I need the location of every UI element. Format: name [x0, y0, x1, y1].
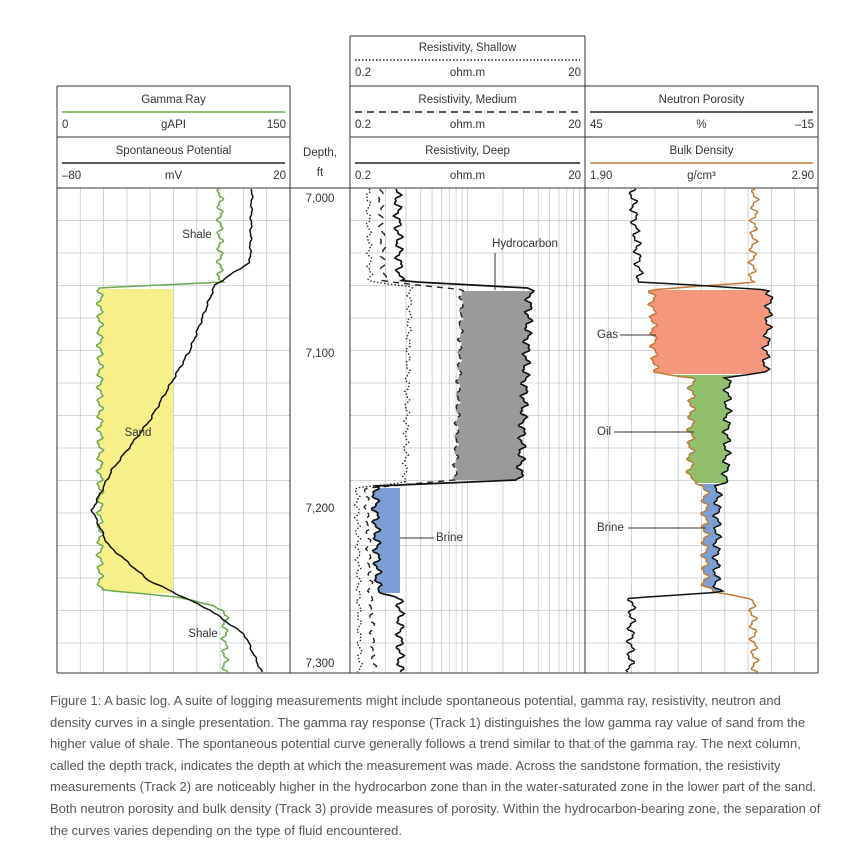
- brine-fill: [371, 488, 400, 593]
- caption: Figure 1: A basic log. A suite of loggin…: [50, 693, 821, 838]
- scale-max: 20: [273, 170, 286, 182]
- scale-min: 0.2: [355, 170, 371, 182]
- scale-min: 0.2: [355, 67, 371, 79]
- annotation: Brine: [597, 522, 624, 534]
- depth-label: 7,300: [306, 658, 335, 670]
- annotation: Sand: [125, 427, 152, 439]
- curve-unit: gAPI: [161, 119, 186, 131]
- scale-max: –15: [795, 119, 814, 131]
- scale-max: 20: [568, 67, 581, 79]
- scale-min: 0: [62, 119, 68, 131]
- scale-min: 45: [590, 119, 603, 131]
- oil-fill: [670, 375, 746, 483]
- scale-max: 20: [568, 119, 581, 131]
- scale-max: 20: [568, 170, 581, 182]
- sand-fill: [96, 289, 173, 594]
- brine-fill: [696, 484, 723, 592]
- curve-unit: g/cm³: [687, 170, 716, 182]
- well-log: Resistivity, Shallow ohm.m 0.2 20 Resistivit…: [56, 35, 819, 674]
- curve-title: Resistivity, Deep: [425, 145, 510, 157]
- depth-label: 7,100: [306, 348, 335, 360]
- scale-min: –80: [62, 170, 81, 182]
- curve-unit: mV: [165, 170, 183, 182]
- curve-title: Bulk Density: [670, 145, 734, 157]
- scale-min: 0.2: [355, 119, 371, 131]
- scale-max: 150: [267, 119, 286, 131]
- scale-min: 1.90: [590, 170, 612, 182]
- curve-title: Gamma Ray: [141, 94, 206, 106]
- annotation: Gas: [597, 329, 618, 341]
- resistivity-shallow-curve: [353, 188, 414, 673]
- curve-unit: ohm.m: [450, 67, 485, 79]
- gas-fill: [648, 290, 773, 374]
- depth-label: 7,200: [306, 503, 335, 515]
- hydrocarbon-fill: [452, 291, 534, 480]
- resistivity-deep-curve: [370, 188, 536, 673]
- curve-title: Resistivity, Medium: [418, 94, 516, 106]
- annotation: Shale: [182, 229, 211, 241]
- bulk-density-curve: [646, 188, 761, 673]
- annotation: Brine: [436, 532, 463, 544]
- depth-label: 7,000: [306, 193, 335, 205]
- scale-max: 2.90: [792, 170, 814, 182]
- annotation: Oil: [597, 426, 611, 438]
- curve-unit: ohm.m: [450, 119, 485, 131]
- depth-unit: ft: [317, 167, 324, 179]
- neutron-porosity-curve: [625, 188, 774, 673]
- sp-curve: [95, 188, 230, 673]
- curve-title: Neutron Porosity: [659, 94, 745, 106]
- annotation: Shale: [188, 628, 217, 640]
- curve-unit: ohm.m: [450, 170, 485, 182]
- curve-title: Resistivity, Shallow: [419, 42, 517, 54]
- annotation: Hydrocarbon: [492, 238, 558, 250]
- curve-unit: %: [696, 119, 706, 131]
- depth-title: Depth,: [303, 147, 337, 159]
- curve-title: Spontaneous Potential: [116, 145, 232, 157]
- gamma-ray-curve: [90, 188, 263, 673]
- resistivity-medium-curve: [363, 188, 465, 673]
